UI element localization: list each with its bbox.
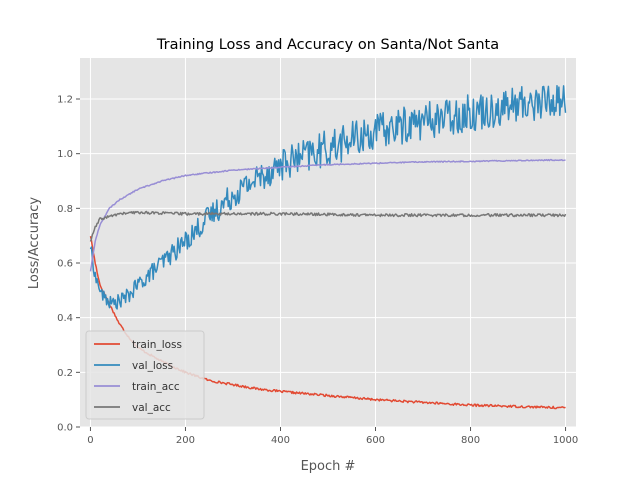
series-line-train-acc (89, 158, 566, 272)
legend-box (85, 330, 205, 420)
y-tick-label: 1.0 (57, 149, 73, 160)
y-tick-label: 0.4 (57, 313, 73, 324)
y-axis-label: Loss/Accuracy (27, 197, 42, 290)
legend-label-val-acc: val_acc (132, 402, 171, 414)
legend-label-train-loss: train_loss (132, 339, 182, 351)
x-tick-label: 1000 (553, 435, 578, 446)
x-tick-label: 200 (176, 435, 195, 446)
y-axis-ticks: 0.0 0.2 0.4 0.6 0.8 1.0 1.2 (57, 95, 80, 434)
y-tick-label: 0.0 (57, 423, 73, 434)
legend-label-train-acc: train_acc (132, 381, 180, 393)
x-tick-label: 400 (271, 435, 290, 446)
legend-label-val-loss: val_loss (132, 360, 173, 372)
x-tick-label: 0 (87, 435, 93, 446)
y-tick-label: 0.2 (57, 368, 73, 379)
series-line-val-loss (89, 84, 567, 310)
y-tick-label: 0.6 (57, 259, 73, 270)
y-tick-label: 0.8 (57, 204, 73, 215)
legend: train_loss val_loss train_acc val_acc (85, 330, 205, 420)
x-axis-ticks: 0 200 400 600 800 1000 (87, 427, 578, 446)
y-tick-label: 1.2 (57, 95, 73, 106)
x-axis-label: Epoch # (301, 459, 356, 474)
series-line-val-acc (89, 210, 567, 242)
x-tick-label: 800 (461, 435, 480, 446)
chart-title: Training Loss and Accuracy on Santa/Not … (156, 37, 499, 53)
x-tick-label: 600 (366, 435, 385, 446)
